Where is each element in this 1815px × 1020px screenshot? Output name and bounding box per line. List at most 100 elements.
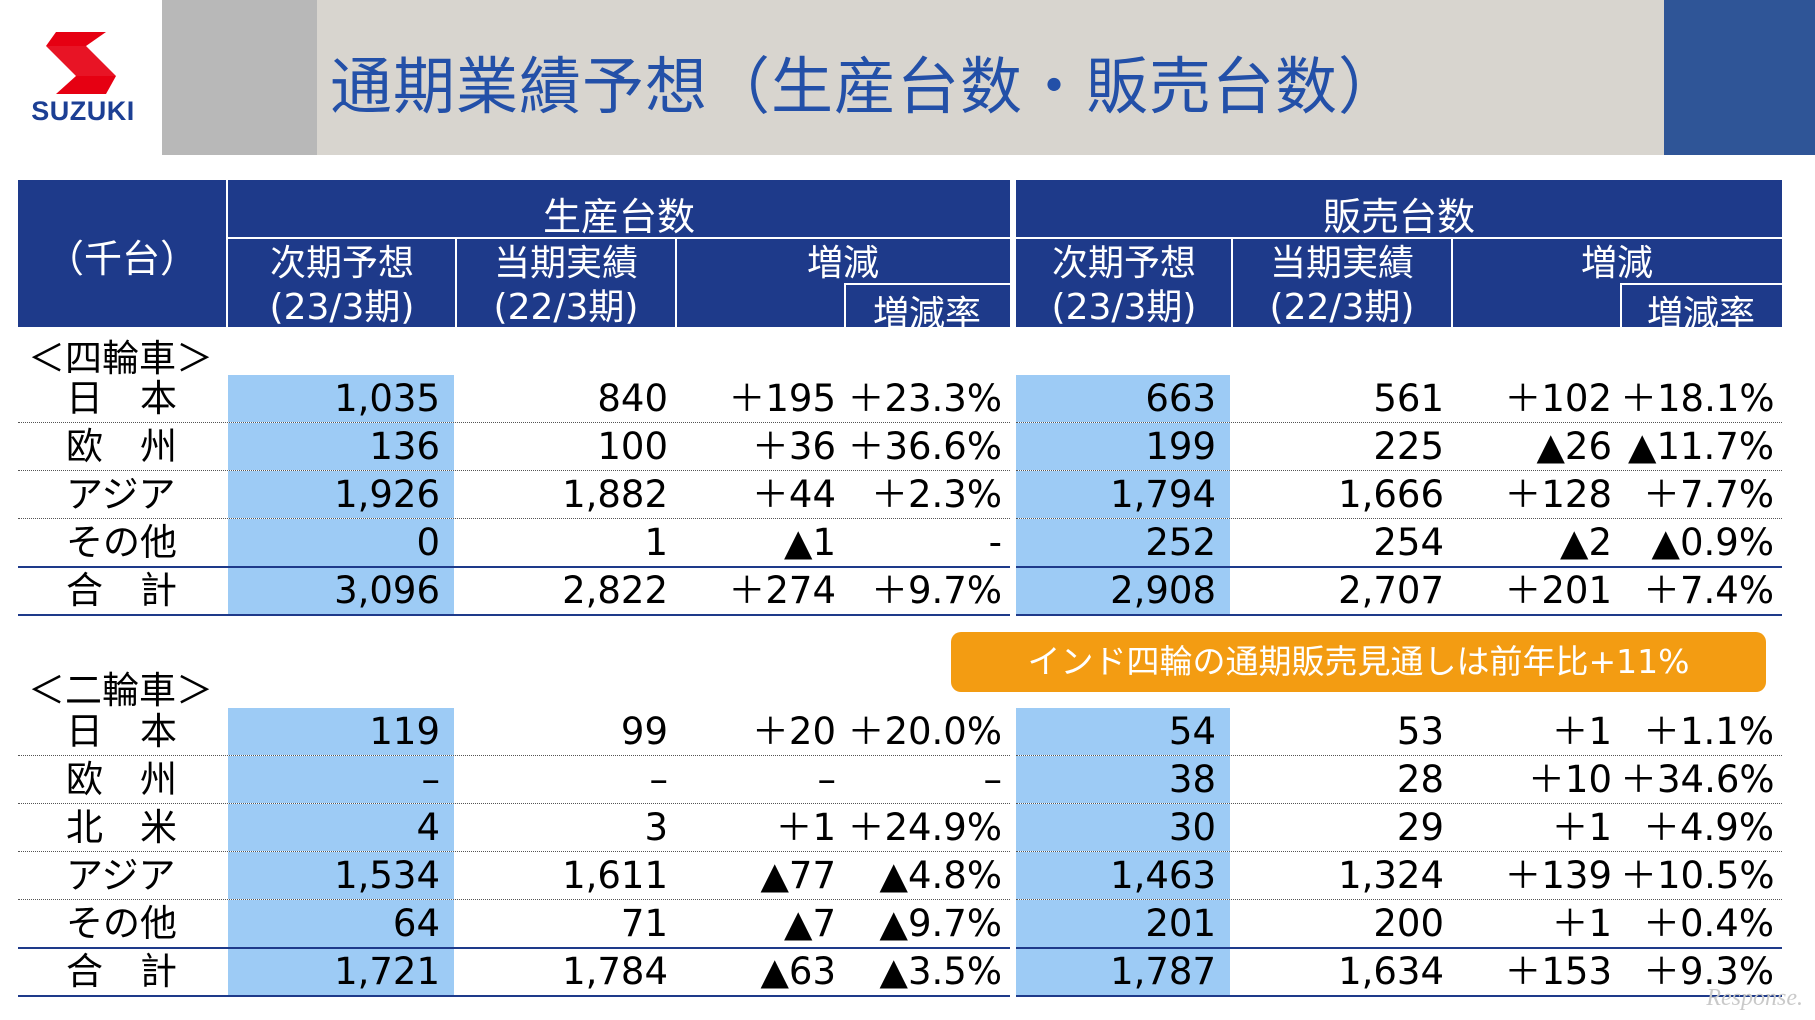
- production-cell: ▲9.7%: [879, 902, 1002, 945]
- total-rule: [18, 614, 1010, 616]
- production-cell: ▲3.5%: [879, 950, 1002, 993]
- sales-cell: 1,324: [1338, 854, 1444, 897]
- production-cell: -: [988, 521, 1002, 564]
- production-cell: 100: [597, 425, 668, 468]
- india-forecast-callout: インド四輪の通期販売見通しは前年比+11%: [951, 632, 1766, 692]
- production-cell: 1: [644, 521, 668, 564]
- production-cell: ▲77: [760, 854, 836, 897]
- row-divider: [18, 899, 1010, 900]
- row-label: アジア: [66, 473, 176, 516]
- production-cell: 4: [228, 804, 454, 851]
- header-divider: [228, 237, 1010, 239]
- row-divider: [18, 803, 1010, 804]
- sales-cell: 2,908: [1016, 567, 1230, 614]
- sales-cell: 1,666: [1338, 473, 1444, 516]
- production-cell: ▲4.8%: [879, 854, 1002, 897]
- watermark: Response.: [1706, 985, 1803, 1011]
- sales-cell: ▲0.9%: [1651, 521, 1774, 564]
- sales-cell: 1,463: [1016, 852, 1230, 899]
- production-cell: 1,882: [562, 473, 668, 516]
- header-divider: [226, 180, 228, 327]
- row-divider: [18, 851, 1010, 852]
- row-label: 欧 州: [66, 758, 177, 801]
- sales-cell: ＋1: [1551, 902, 1612, 945]
- sales-cell: 1,787: [1016, 948, 1230, 995]
- sales-cell: ＋18.1%: [1620, 377, 1775, 420]
- header-divider: [1451, 237, 1453, 327]
- production-cell: 0: [228, 519, 454, 566]
- col-actual: 当期実績: [493, 243, 638, 284]
- sales-cell: 38: [1016, 756, 1230, 803]
- header-divider: [1231, 237, 1233, 327]
- col-rate: 増減率: [1646, 294, 1755, 335]
- sales-cell: ＋7.7%: [1643, 473, 1774, 516]
- col-rate: 増減率: [872, 294, 981, 335]
- sales-cell: ＋0.4%: [1643, 902, 1774, 945]
- suzuki-s-icon: [46, 32, 116, 94]
- production-cell: 71: [620, 902, 668, 945]
- row-divider: [1016, 470, 1782, 471]
- sales-cell: 254: [1373, 521, 1444, 564]
- production-cell: 136: [228, 423, 454, 470]
- suzuki-logo: SUZUKI: [0, 0, 162, 155]
- total-rule: [1016, 614, 1782, 616]
- header-background: [1016, 180, 1782, 327]
- row-label: 欧 州: [66, 425, 177, 468]
- row-divider: [1016, 851, 1782, 852]
- production-cell: 840: [597, 377, 668, 420]
- sales-cell: ▲2: [1560, 521, 1612, 564]
- row-divider: [1016, 422, 1782, 423]
- sales-cell: ＋7.4%: [1643, 569, 1774, 612]
- row-label: 合 計: [66, 950, 177, 993]
- col-change: 増減: [806, 243, 879, 284]
- page-title: 通期業績予想（生産台数・販売台数）: [330, 50, 1402, 123]
- row-label: その他: [66, 902, 177, 945]
- sales-cell: ▲11.7%: [1628, 425, 1774, 468]
- row-divider: [1016, 755, 1782, 756]
- sales-cell: ＋1.1%: [1643, 710, 1774, 753]
- col-change: 増減: [1580, 243, 1653, 284]
- production-cell: –: [649, 758, 669, 801]
- production-cell: ＋36.6%: [847, 425, 1002, 468]
- sales-cell: 561: [1373, 377, 1444, 420]
- production-cell: ▲1: [784, 521, 836, 564]
- sales-cell: ＋4.9%: [1643, 806, 1774, 849]
- production-cell: ＋20: [751, 710, 836, 753]
- production-cell: 1,035: [228, 375, 454, 422]
- sales-cell: 663: [1016, 375, 1230, 422]
- production-cell: 1,926: [228, 471, 454, 518]
- header-accent-blue: [1664, 0, 1815, 155]
- row-divider: [1016, 899, 1782, 900]
- total-rule: [18, 947, 1010, 949]
- header-divider: [455, 237, 457, 327]
- sales-cell: 199: [1016, 423, 1230, 470]
- sales-cell: 201: [1016, 900, 1230, 947]
- total-rule: [1016, 947, 1782, 949]
- col-forecast-period: (23/3期): [269, 287, 415, 328]
- production-cell: 1,611: [562, 854, 668, 897]
- header-band: [317, 0, 1664, 155]
- sales-cell: 2,707: [1338, 569, 1444, 612]
- sales-cell: ＋1: [1551, 806, 1612, 849]
- row-divider: [18, 755, 1010, 756]
- production-cell: ＋20.0%: [847, 710, 1002, 753]
- production-cell: ▲63: [760, 950, 836, 993]
- sales-cell: ＋10: [1527, 758, 1612, 801]
- col-rate-box: [1620, 283, 1782, 327]
- production-cell: –: [983, 758, 1003, 801]
- production-cell: 2,822: [562, 569, 668, 612]
- production-cell: ＋24.9%: [847, 806, 1002, 849]
- section-title-two-wheel: ＜二輪車＞: [28, 669, 213, 712]
- sales-cell: ＋1: [1551, 710, 1612, 753]
- col-forecast-period: (23/3期): [1051, 287, 1197, 328]
- sales-cell: ＋128: [1504, 473, 1612, 516]
- col-actual-period: (22/3期): [1269, 287, 1415, 328]
- production-cell: –: [228, 756, 454, 803]
- sales-group-title: 販売台数: [1322, 195, 1475, 239]
- sales-cell: 53: [1396, 710, 1444, 753]
- production-cell: 3,096: [228, 567, 454, 614]
- production-cell: –: [817, 758, 837, 801]
- sales-cell: ＋34.6%: [1620, 758, 1775, 801]
- total-rule: [1016, 566, 1782, 568]
- production-cell: ＋36: [751, 425, 836, 468]
